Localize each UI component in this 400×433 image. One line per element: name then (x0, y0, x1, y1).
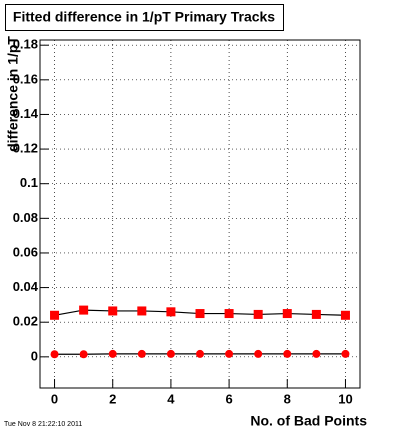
y-tick-label: 0.14 (13, 106, 39, 121)
chart-title: Fitted difference in 1/pT Primary Tracks (13, 9, 275, 25)
square-marker (50, 310, 60, 320)
x-tick-label: 6 (225, 391, 232, 406)
y-tick-label: 0.18 (13, 37, 38, 52)
y-tick-label: 0.06 (13, 244, 38, 259)
circle-marker (108, 349, 117, 358)
y-tick-label: 0.1 (20, 175, 38, 190)
square-marker (224, 309, 234, 319)
y-tick-label: 0 (31, 348, 38, 363)
plot-frame (39, 39, 361, 389)
x-tick-label: 8 (284, 391, 291, 406)
square-marker (311, 309, 321, 319)
circle-marker (283, 349, 292, 358)
y-axis-label: difference in 1/pT (5, 36, 21, 152)
circle-marker (225, 349, 234, 358)
y-tick-label: 0.04 (13, 279, 39, 294)
x-tick-label: 4 (167, 391, 175, 406)
y-tick-label: 0.16 (13, 71, 38, 86)
x-tick-label: 2 (109, 391, 116, 406)
circle-marker (341, 349, 350, 358)
x-tick-label: 0 (51, 391, 58, 406)
circle-marker (254, 349, 263, 358)
square-marker (253, 309, 263, 319)
y-tick-label: 0.02 (13, 314, 38, 329)
circle-marker (79, 350, 88, 359)
circle-marker (50, 350, 59, 359)
square-marker (340, 310, 350, 320)
y-tick-label: 0.12 (13, 141, 38, 156)
square-marker (79, 305, 89, 315)
y-tick-label: 0.08 (13, 210, 38, 225)
title-box (5, 4, 284, 31)
square-marker (166, 307, 176, 317)
square-marker (282, 309, 292, 319)
circle-marker (312, 349, 321, 358)
square-marker (108, 306, 118, 316)
x-tick-label: 10 (338, 391, 352, 406)
timestamp: Tue Nov 8 21:22:10 2011 (4, 421, 82, 428)
square-marker (137, 306, 147, 316)
circle-marker (166, 349, 175, 358)
square-marker (195, 309, 205, 319)
circle-marker (137, 349, 146, 358)
x-axis-label: No. of Bad Points (250, 413, 367, 429)
circle-marker (196, 349, 204, 358)
